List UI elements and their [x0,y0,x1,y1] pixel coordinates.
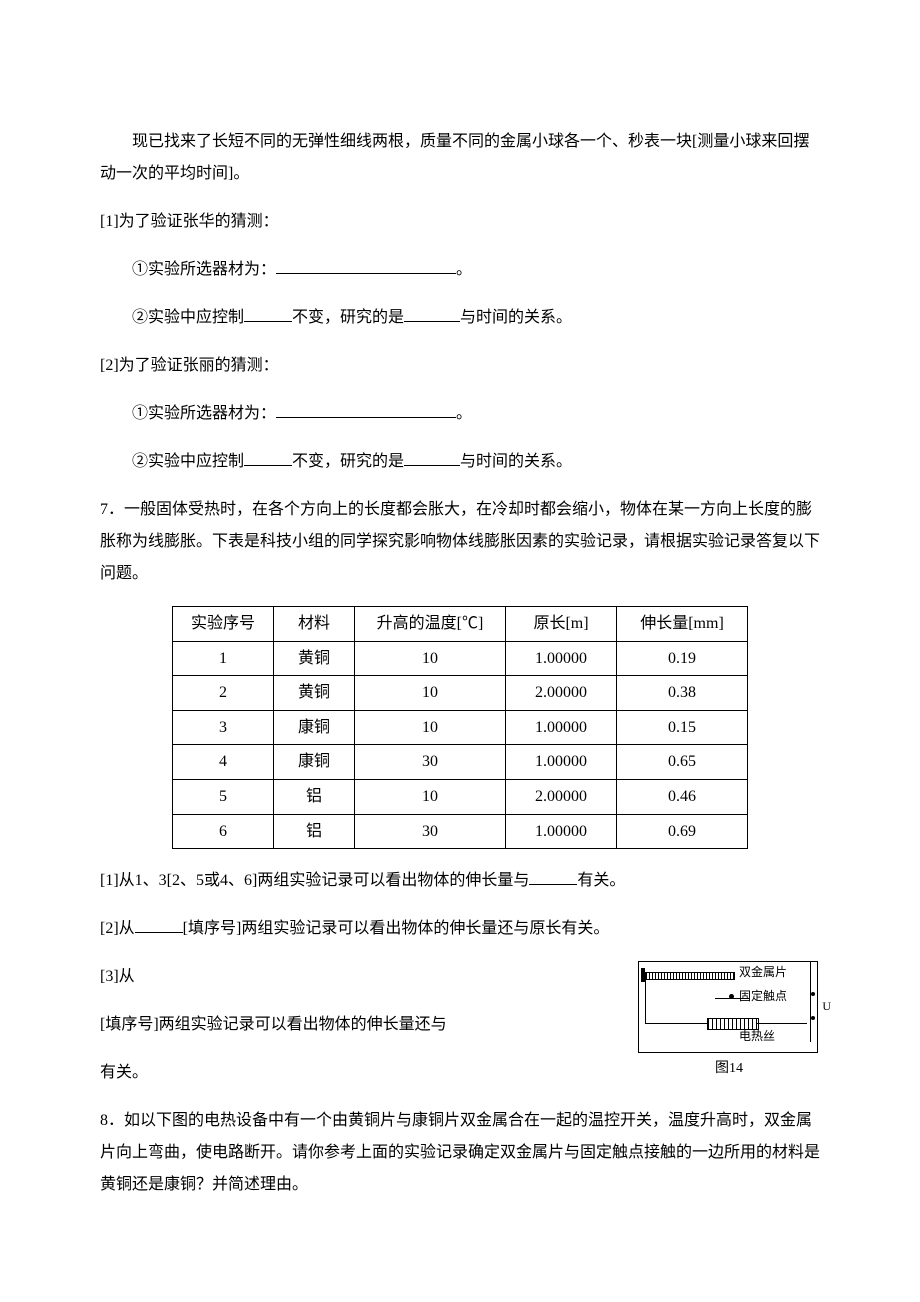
table-cell: 1 [173,641,274,676]
q7-2-post: [填序号]两组实验记录可以看出物体的伸长量还与原长有关。 [183,920,610,937]
q2-item1: ①实验所选器材为： 。 [100,398,820,430]
table-cell: 0.15 [617,710,748,745]
q2-heading: [2]为了验证张丽的猜测： [100,350,820,382]
table-row: 4康铜301.000000.65 [173,745,748,780]
blank-input[interactable] [404,449,460,466]
q7-paragraph: 7．一般固体受热时，在各个方向上的长度都会胀大，在冷却时都会缩小，物体在某一方向… [100,494,820,590]
table-cell: 10 [355,641,506,676]
table-cell: 10 [355,676,506,711]
q1-heading: [1]为了验证张华的猜测： [100,206,820,238]
bimetal-label: 双金属片 [739,966,787,979]
q7-1-pre: [1]从1、3[2、5或4、6]两组实验记录可以看出物体的伸长量与 [100,872,529,889]
table-cell: 3 [173,710,274,745]
col-header: 伸长量[mm] [617,607,748,642]
expansion-table: 实验序号 材料 升高的温度[℃] 原长[m] 伸长量[mm] 1黄铜101.00… [172,606,748,849]
table-body: 1黄铜101.000000.192黄铜102.000000.383康铜101.0… [173,641,748,849]
q2-item2-post: 与时间的关系。 [460,453,572,470]
col-header: 材料 [274,607,355,642]
wire-icon [810,962,811,974]
q1-item2: ②实验中应控制 不变，研究的是 与时间的关系。 [100,302,820,334]
table-header-row: 实验序号 材料 升高的温度[℃] 原长[m] 伸长量[mm] [173,607,748,642]
col-header: 原长[m] [506,607,617,642]
blank-input[interactable] [529,868,577,885]
blank-input[interactable] [276,257,456,274]
table-cell: 铝 [274,779,355,814]
table-cell: 4 [173,745,274,780]
table-cell: 1.00000 [506,641,617,676]
table-cell: 30 [355,814,506,849]
q7-3b-text: [填序号]两组实验记录可以看出物体的伸长量还与 [100,1016,447,1033]
table-row: 5铝102.000000.46 [173,779,748,814]
blank-input[interactable] [276,401,456,418]
table-row: 1黄铜101.000000.19 [173,641,748,676]
table-cell: 10 [355,779,506,814]
table-row: 3康铜101.000000.15 [173,710,748,745]
table-cell: 6 [173,814,274,849]
q1-item1-pre: ①实验所选器材为： [132,261,276,278]
table-row: 2黄铜102.000000.38 [173,676,748,711]
q1-item2-mid: 不变，研究的是 [292,309,404,326]
wire-icon [645,978,646,1023]
table-cell: 1.00000 [506,814,617,849]
figure-caption: 图14 [638,1055,820,1083]
q2-item1-pre: ①实验所选器材为： [132,405,276,422]
q7-1-post: 有关。 [577,872,625,889]
contact-label: 固定触点 [739,990,787,1003]
q2-item2-pre: ②实验中应控制 [132,453,244,470]
q7-2: [2]从 [填序号]两组实验记录可以看出物体的伸长量还与原长有关。 [100,913,820,945]
circuit-diagram: 双金属片 固定触点 电热丝 U [638,961,818,1053]
table-cell: 0.19 [617,641,748,676]
blank-input[interactable] [244,305,292,322]
q8-paragraph: 8．如以下图的电热设备中有一个由黄铜片与康铜片双金属合在一起的温控开关，温度升高… [100,1105,820,1201]
q7-1: [1]从1、3[2、5或4、6]两组实验记录可以看出物体的伸长量与 有关。 [100,865,820,897]
wire-icon [645,1023,707,1024]
blank-input[interactable] [135,916,183,933]
table-cell: 5 [173,779,274,814]
wire-icon [757,1023,807,1024]
table-cell: 黄铜 [274,676,355,711]
q2-item2: ②实验中应控制 不变，研究的是 与时间的关系。 [100,446,820,478]
q1-item1-post: 。 [456,261,472,278]
table-cell: 2 [173,676,274,711]
heater-label: 电热丝 [739,1030,775,1043]
table-cell: 0.38 [617,676,748,711]
table-cell: 黄铜 [274,641,355,676]
table-cell: 康铜 [274,710,355,745]
q1-item2-pre: ②实验中应控制 [132,309,244,326]
table-cell: 2.00000 [506,676,617,711]
document-page: 现已找来了长短不同的无弹性细线两根，质量不同的金属小球各一个、秒表一块[测量小球… [0,0,920,1302]
table-cell: 铝 [274,814,355,849]
bimetal-strip-icon [645,972,735,980]
table-row: 6铝301.000000.69 [173,814,748,849]
table-cell: 1.00000 [506,745,617,780]
table-cell: 康铜 [274,745,355,780]
q2-item2-mid: 不变，研究的是 [292,453,404,470]
intro-paragraph: 现已找来了长短不同的无弹性细线两根，质量不同的金属小球各一个、秒表一块[测量小球… [100,126,820,190]
q2-item1-post: 。 [456,405,472,422]
col-header: 实验序号 [173,607,274,642]
terminal-icon [811,992,815,996]
figure-14: 双金属片 固定触点 电热丝 U 图14 [638,961,820,1083]
col-header: 升高的温度[℃] [355,607,506,642]
blank-input[interactable] [404,305,460,322]
q1-item2-post: 与时间的关系。 [460,309,572,326]
table-cell: 0.65 [617,745,748,780]
table-cell: 0.69 [617,814,748,849]
table-cell: 10 [355,710,506,745]
wire-icon [810,974,811,1042]
voltage-label: U [822,1000,831,1013]
q7-2-pre: [2]从 [100,920,135,937]
q1-item1: ①实验所选器材为： 。 [100,254,820,286]
table-cell: 0.46 [617,779,748,814]
blank-input[interactable] [244,449,292,466]
table-cell: 2.00000 [506,779,617,814]
table-cell: 1.00000 [506,710,617,745]
terminal-icon [811,1016,815,1020]
table-cell: 30 [355,745,506,780]
